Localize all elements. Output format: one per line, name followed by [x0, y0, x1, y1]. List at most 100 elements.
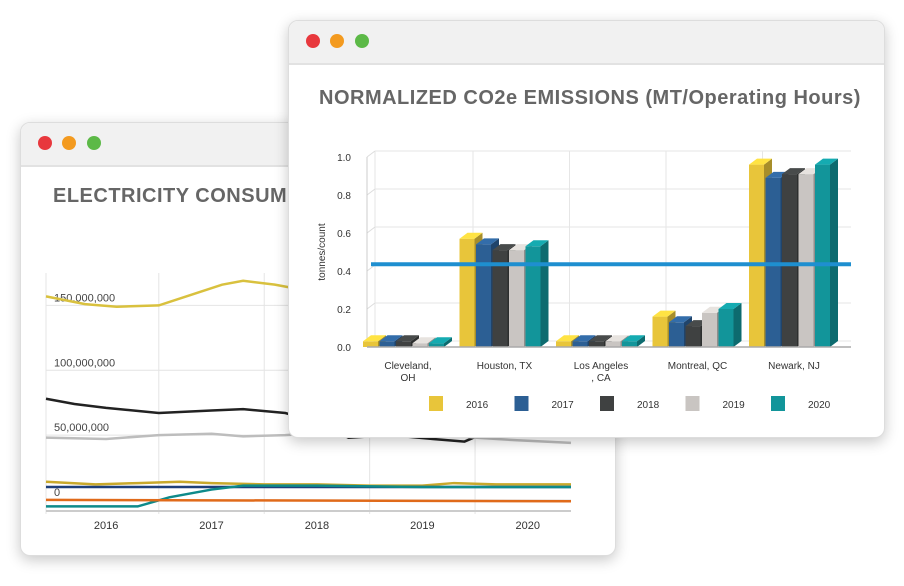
maximize-button[interactable]	[87, 136, 101, 150]
emissions-window: NORMALIZED CO2e EMISSIONS (MT/Operating …	[288, 20, 885, 438]
bar	[509, 250, 524, 347]
bar	[782, 174, 797, 347]
bar	[605, 341, 621, 347]
minimize-button[interactable]	[62, 136, 76, 150]
bar	[652, 316, 668, 347]
y-tick-label: 0.2	[337, 305, 351, 316]
grid-diag	[366, 150, 376, 158]
bar-side	[830, 158, 838, 347]
bar-top	[379, 335, 403, 342]
y-tick-label: 0	[54, 487, 60, 499]
bar	[525, 246, 541, 347]
bar-top	[363, 335, 386, 342]
y-tick-label: 0.0	[337, 343, 351, 354]
bar-top	[718, 303, 742, 309]
bar	[429, 343, 444, 347]
bar	[412, 343, 428, 347]
category-label: Cleveland,	[384, 361, 431, 372]
bar-top	[429, 337, 452, 344]
bar	[396, 341, 411, 347]
grid-diag	[366, 302, 376, 310]
bar	[589, 341, 604, 347]
bar-top	[509, 244, 532, 251]
bar-top	[749, 158, 772, 165]
bar-top	[605, 335, 629, 342]
y-axis-label: tonnes/count	[317, 223, 328, 280]
x-tick-label: 2020	[516, 520, 540, 532]
bar-top	[782, 168, 805, 175]
close-button[interactable]	[306, 34, 320, 48]
maximize-button[interactable]	[355, 34, 369, 48]
bar	[556, 341, 571, 347]
legend-swatch	[685, 396, 700, 411]
x-tick-label: 2019	[410, 520, 434, 532]
legend-label: 2017	[552, 400, 575, 411]
close-button[interactable]	[38, 136, 52, 150]
bar-top	[622, 335, 645, 342]
grid-diag	[366, 188, 376, 196]
bar-top	[556, 335, 579, 342]
chart-title: NORMALIZED CO2e EMISSIONS (MT/Operating …	[319, 87, 861, 109]
bar-top	[459, 232, 483, 239]
bar-top	[412, 337, 436, 344]
y-tick-label: 150,000,000	[54, 292, 115, 304]
x-tick-label: 2016	[94, 520, 118, 532]
y-tick-label: 1.0	[337, 153, 351, 164]
bar-side	[733, 303, 742, 347]
bar-side	[637, 335, 645, 347]
legend-label: 2016	[466, 400, 489, 411]
bar-top	[815, 158, 838, 165]
bar-top	[589, 335, 612, 342]
minimize-button[interactable]	[330, 34, 344, 48]
bar-top	[525, 240, 549, 247]
legend-label: 2019	[723, 400, 746, 411]
bar	[718, 309, 734, 347]
bar-top	[669, 316, 692, 323]
bar	[702, 312, 717, 347]
bar-side	[444, 337, 452, 347]
line-series	[45, 498, 572, 503]
legend-swatch	[600, 396, 614, 411]
bar	[749, 164, 764, 347]
grid-diag	[366, 226, 376, 234]
x-tick-label: 2017	[199, 520, 223, 532]
legend-label: 2018	[637, 400, 660, 411]
category-label: Montreal, QC	[668, 361, 727, 372]
emissions-bar-chart: 0.0 0.2 0.4 0.6 0.8 1.0 tonnes/count Cleveland,…	[317, 150, 851, 411]
bar	[476, 244, 491, 347]
y-tick-label: 0.6	[337, 229, 351, 240]
bar	[379, 341, 395, 347]
bar-top	[652, 310, 676, 317]
bar	[492, 250, 508, 347]
category-label: OH	[401, 373, 416, 384]
category-label: , CA	[591, 373, 611, 384]
legend-swatch	[771, 396, 785, 411]
bar	[685, 326, 701, 347]
bar-top	[492, 244, 516, 251]
y-tick-label: 0.4	[337, 267, 351, 278]
title-bar	[289, 21, 884, 65]
bar	[363, 341, 378, 347]
bar-top	[476, 238, 499, 245]
bar-side	[540, 240, 549, 347]
legend-swatch	[514, 396, 529, 411]
y-tick-label: 50,000,000	[54, 422, 109, 434]
y-tick-label: 100,000,000	[54, 357, 115, 369]
bar	[815, 164, 830, 347]
category-label: Houston, TX	[477, 361, 533, 372]
bar-top	[572, 335, 596, 342]
line-series	[45, 480, 571, 487]
chart-title: ELECTRICITY CONSUM	[53, 185, 288, 207]
category-label: Newark, NJ	[768, 361, 820, 372]
bar-top	[396, 335, 419, 342]
bar	[572, 341, 588, 347]
y-tick-label: 0.8	[337, 191, 351, 202]
bar-top	[702, 306, 725, 313]
legend-swatch	[429, 396, 443, 411]
bar	[459, 238, 475, 347]
bar	[622, 341, 637, 347]
x-tick-label: 2018	[305, 520, 329, 532]
legend-label: 2020	[808, 400, 831, 411]
bar	[798, 174, 814, 347]
category-label: Los Angeles	[574, 361, 629, 372]
